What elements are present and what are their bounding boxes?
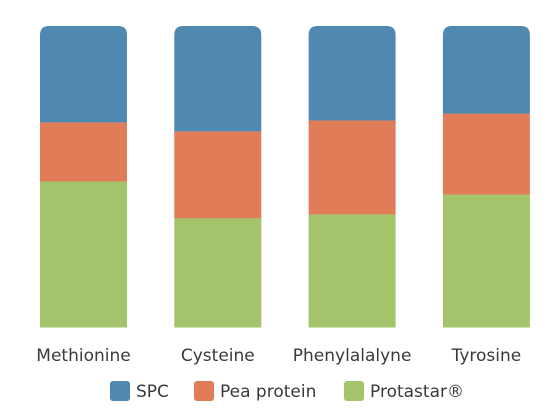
category-label-methionine: Methionine (36, 346, 130, 366)
bar-cysteine-spc (174, 26, 262, 132)
category-label-cysteine: Cysteine (181, 346, 255, 366)
legend: SPC Pea protein Protastar® (110, 381, 464, 402)
category-label-phenylalalyne: Phenylalalyne (293, 346, 412, 366)
bar-tyrosine-protastar (442, 193, 530, 328)
bar-methionine-spc (40, 26, 127, 123)
legend-swatch-protastar (344, 381, 364, 401)
bar-phenylalalyne-protastar (308, 213, 396, 328)
bar-methionine-protastar (40, 181, 127, 328)
bar-cysteine-pea-protein (174, 131, 262, 219)
bar-tyrosine-pea-protein (442, 113, 530, 195)
legend-label-spc: SPC (136, 382, 169, 402)
legend-label-pea-protein: Pea protein (220, 382, 316, 402)
category-label-tyrosine: Tyrosine (451, 346, 522, 366)
bar-tyrosine-spc (442, 26, 530, 114)
bar-phenylalalyne-spc (308, 26, 396, 121)
category-labels: Methionine Cysteine Phenylalalyne Tyrosine (36, 346, 521, 366)
bar-cysteine-protastar (174, 217, 262, 328)
legend-swatch-spc (110, 381, 130, 401)
legend-swatch-pea-protein (194, 381, 214, 401)
legend-label-protastar: Protastar® (370, 382, 464, 402)
bar-phenylalalyne-pea-protein (308, 120, 396, 215)
bar-methionine-pea-protein (40, 122, 127, 182)
bars-group (40, 26, 530, 328)
